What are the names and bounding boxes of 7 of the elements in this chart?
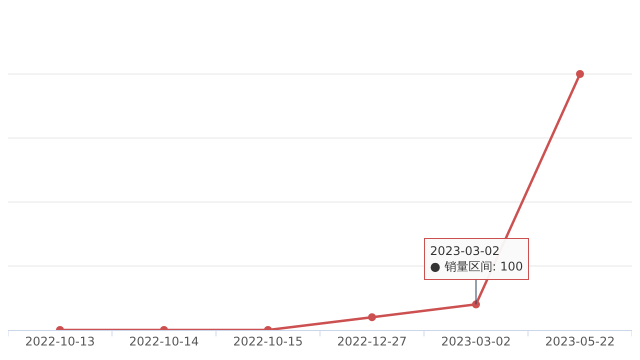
x-tick-label: 2022-10-15	[233, 334, 303, 348]
x-tick-label: 2022-10-13	[25, 334, 95, 348]
x-tick-label: 2022-10-14	[129, 334, 199, 348]
x-tick-label: 2023-03-02	[441, 334, 511, 348]
x-tick-label: 2023-05-22	[545, 334, 615, 348]
annotation: 2023-03-02 ● 销量区间: 100	[430, 244, 524, 274]
x-tick-label: 2022-12-27	[337, 334, 407, 348]
